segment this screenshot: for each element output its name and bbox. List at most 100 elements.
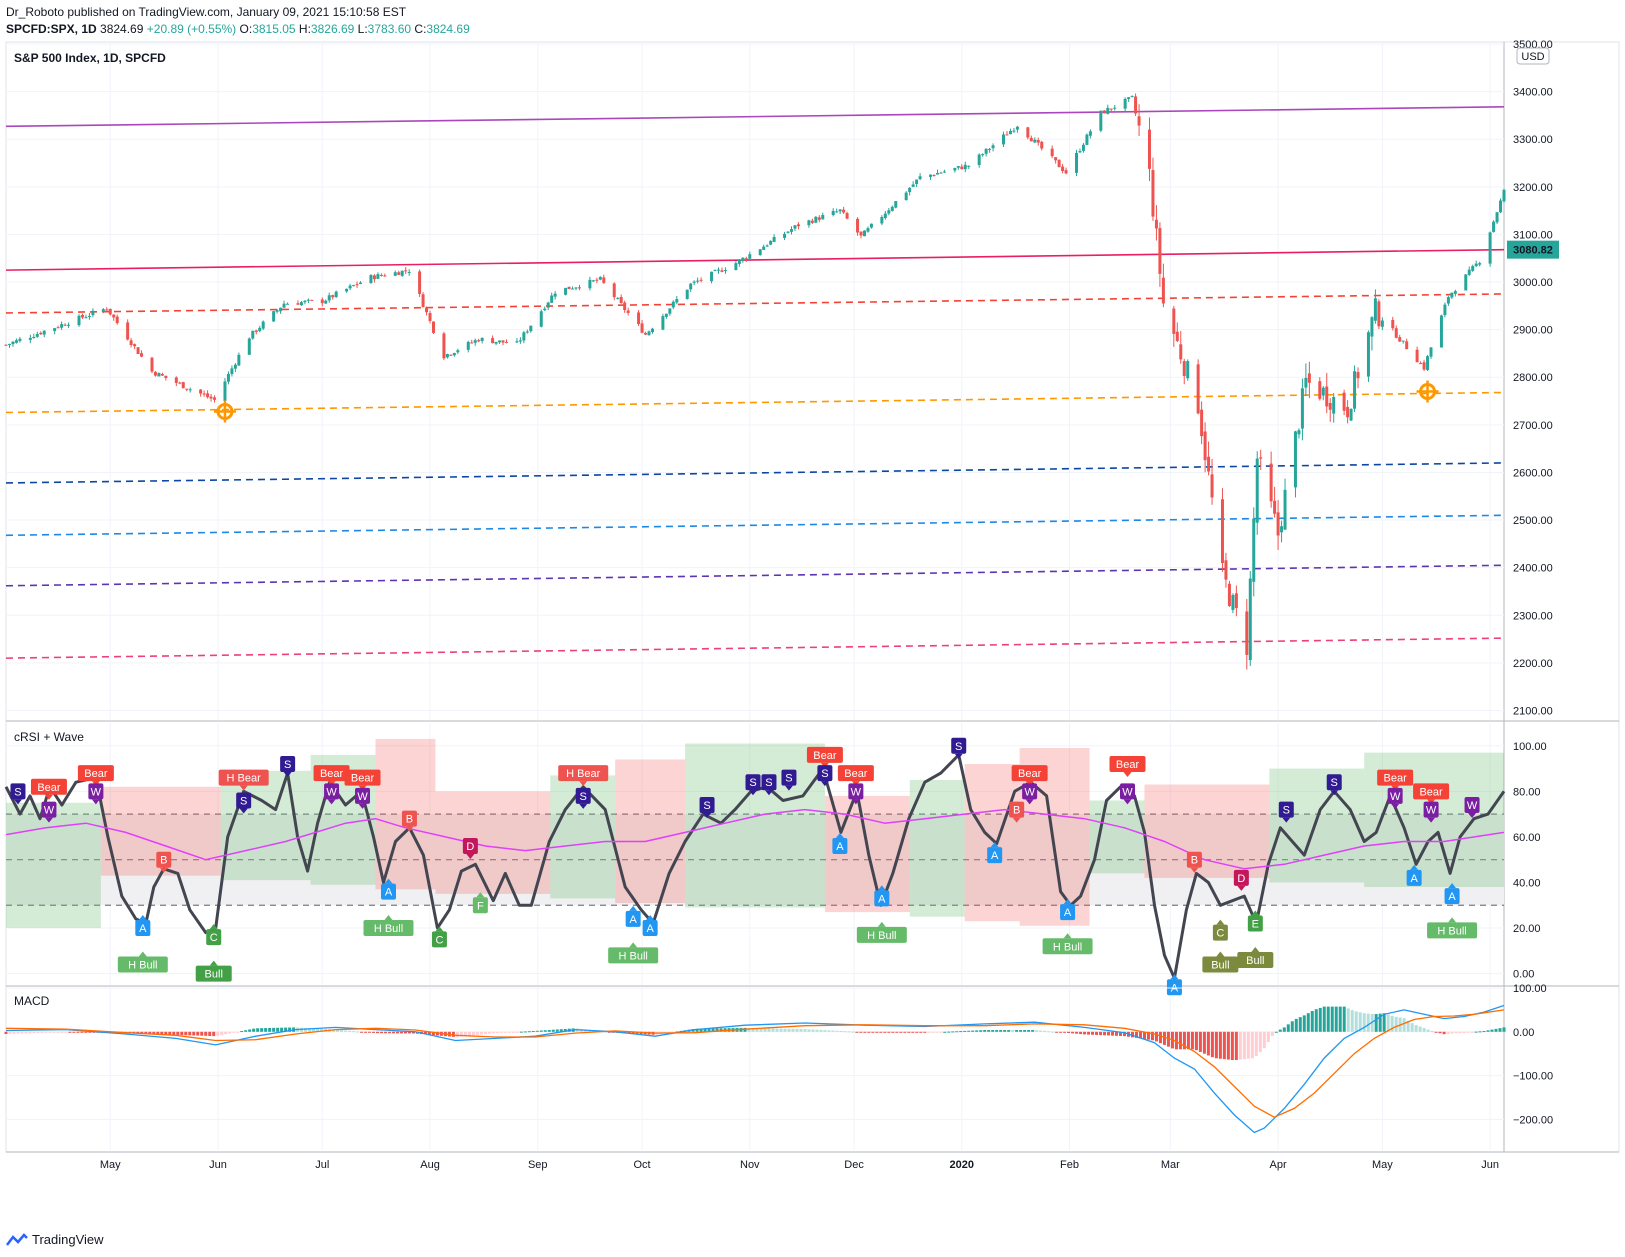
- y-tick-label: 2200.00: [1513, 658, 1553, 670]
- macd-histogram-bar: [535, 1030, 539, 1032]
- candle-body: [932, 174, 936, 176]
- wave-zone: [964, 764, 1020, 922]
- macd-histogram-bar: [32, 1031, 36, 1034]
- macd-histogram-bar: [268, 1027, 272, 1032]
- macd-histogram-bar: [1474, 1031, 1478, 1033]
- macd-histogram-bar: [1290, 1021, 1294, 1032]
- candle-body: [80, 314, 84, 318]
- macd-histogram-bar: [799, 1029, 803, 1032]
- candle-body: [1269, 463, 1273, 502]
- candle-body: [376, 274, 380, 279]
- candle-body: [1391, 319, 1395, 329]
- macd-histogram-bar: [999, 1030, 1003, 1032]
- macd-histogram-bar: [1218, 1031, 1222, 1059]
- macd-histogram-bar: [1402, 1018, 1406, 1032]
- macd-histogram-bar: [140, 1031, 144, 1034]
- signal-label-text: H Bull: [1053, 941, 1082, 953]
- macd-histogram-bar: [1130, 1031, 1134, 1038]
- candle-body: [963, 164, 967, 170]
- candle-body: [18, 338, 22, 341]
- candle-body: [299, 302, 303, 306]
- macd-histogram-bar: [180, 1031, 184, 1036]
- signal-label-text: C: [210, 932, 218, 944]
- macd-histogram-bar: [507, 1031, 511, 1033]
- y-tick-label: −100.00: [1513, 1071, 1553, 1083]
- signal-label: Bull: [1202, 951, 1239, 973]
- macd-histogram-bar: [1258, 1031, 1262, 1053]
- candle-body: [692, 281, 696, 283]
- candle-body: [1252, 518, 1256, 582]
- candle-body: [612, 283, 616, 298]
- macd-histogram-bar: [1282, 1027, 1286, 1032]
- candle-body: [7, 343, 11, 345]
- candle-body: [685, 289, 689, 300]
- macd-histogram-bar: [711, 1028, 715, 1032]
- macd-histogram-bar: [435, 1031, 439, 1036]
- macd-histogram-bar: [232, 1031, 236, 1033]
- macd-histogram-bar: [1186, 1031, 1190, 1050]
- macd-histogram-bar: [1454, 1031, 1458, 1034]
- x-tick-label: Feb: [1060, 1159, 1079, 1171]
- candle-body: [1394, 328, 1398, 338]
- signal-label-text: Bull: [1246, 955, 1264, 967]
- signal-label: W: [848, 783, 864, 805]
- signal-label-text: A: [1410, 873, 1418, 885]
- candle-body: [699, 279, 703, 281]
- macd-histogram-bar: [887, 1031, 891, 1033]
- signal-label: B: [1186, 851, 1202, 873]
- signal-label-text: S: [1331, 777, 1338, 789]
- macd-histogram-bar: [515, 1031, 519, 1033]
- candle-body: [1492, 221, 1496, 232]
- candle-body: [1207, 456, 1211, 472]
- x-tick-label: Apr: [1270, 1159, 1287, 1171]
- macd-histogram-bar: [1214, 1031, 1218, 1059]
- macd-histogram-bar: [1055, 1031, 1059, 1033]
- candle-body: [539, 311, 543, 327]
- signal-label: S: [761, 774, 777, 796]
- macd-histogram-bar: [1442, 1031, 1446, 1035]
- signal-label: A: [987, 842, 1003, 864]
- candle-body: [1012, 130, 1016, 132]
- candle-body: [981, 154, 985, 156]
- macd-histogram-bar: [987, 1030, 991, 1032]
- macd-histogram-bar: [1366, 1013, 1370, 1032]
- macd-histogram-bar: [348, 1030, 352, 1032]
- signal-label: S: [575, 787, 591, 809]
- macd-histogram-bar: [1438, 1031, 1442, 1034]
- candle-body: [1446, 297, 1450, 304]
- macd-histogram-bar: [1178, 1031, 1182, 1050]
- signal-label-text: W: [1426, 805, 1437, 817]
- candle-body: [1439, 315, 1443, 348]
- macd-histogram-bar: [1083, 1031, 1087, 1035]
- macd-histogram-bar: [539, 1030, 543, 1032]
- wave-zone: [685, 743, 825, 908]
- macd-histogram-bar: [403, 1031, 407, 1034]
- candle-body: [348, 285, 352, 289]
- candle-body: [1373, 298, 1377, 321]
- candle-body: [226, 373, 230, 382]
- candle-body: [153, 371, 157, 376]
- signal-label-text: H Bear: [566, 768, 601, 780]
- candle-body: [529, 325, 533, 332]
- macd-histogram-bar: [196, 1031, 200, 1036]
- macd-histogram-bar: [795, 1028, 799, 1032]
- signal-label: Bear: [1413, 783, 1450, 805]
- signal-label: H Bull: [608, 942, 659, 964]
- candle-body: [230, 368, 234, 375]
- macd-histogram-bar: [224, 1031, 228, 1035]
- macd-histogram-bar: [523, 1031, 527, 1033]
- candle-body: [1283, 489, 1287, 530]
- signal-label: S: [280, 756, 296, 778]
- macd-histogram-bar: [228, 1031, 232, 1034]
- candle-body: [477, 340, 481, 342]
- candle-body: [393, 272, 397, 276]
- signal-label-text: S: [703, 800, 710, 812]
- macd-histogram-bar: [1334, 1006, 1338, 1032]
- x-tick-label: Jun: [1481, 1159, 1499, 1171]
- candle-body: [1370, 317, 1374, 337]
- macd-histogram-bar: [360, 1031, 364, 1033]
- signal-label-text: F: [477, 900, 484, 912]
- macd-histogram-bar: [955, 1031, 959, 1033]
- macd-histogram-bar: [88, 1031, 92, 1033]
